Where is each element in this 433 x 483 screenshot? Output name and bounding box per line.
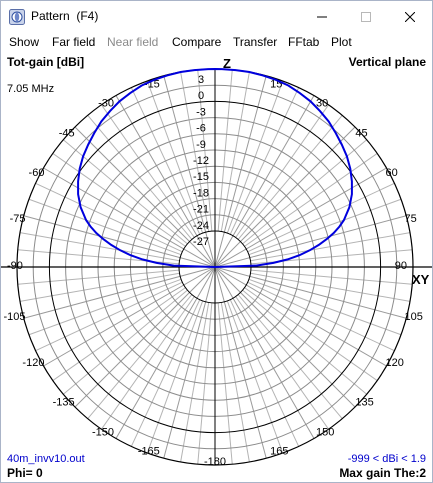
angle-label: 165 xyxy=(270,446,288,458)
angle-label: -90 xyxy=(7,260,23,272)
grid-spoke xyxy=(74,266,216,408)
grid-spoke xyxy=(214,126,356,268)
phi-label: Phi= 0 xyxy=(7,466,43,480)
angle-label: -120 xyxy=(22,357,44,369)
ring-label: -18 xyxy=(193,187,209,199)
close-button[interactable] xyxy=(388,1,432,32)
angle-label: -135 xyxy=(53,396,75,408)
grid-spoke xyxy=(163,75,216,268)
ring-label: -3 xyxy=(196,106,206,118)
angle-label: 150 xyxy=(316,427,334,439)
menu-near-field[interactable]: Near field xyxy=(107,35,159,49)
zenith-label: Z xyxy=(223,56,231,71)
angle-label: -75 xyxy=(10,213,26,225)
ring-label: -6 xyxy=(196,123,206,135)
window-title: Pattern (F4) xyxy=(31,9,99,23)
grid-spoke xyxy=(23,266,216,319)
pattern-trace xyxy=(77,67,353,268)
grid-spoke xyxy=(214,266,267,459)
grid-spoke xyxy=(214,95,315,268)
polar-grid xyxy=(1,68,432,466)
grid-spoke xyxy=(214,266,387,367)
maximize-button[interactable] xyxy=(344,1,388,32)
grid-spoke xyxy=(115,266,216,439)
ring-label: -15 xyxy=(193,171,209,183)
ring-label: 0 xyxy=(198,90,204,102)
grid-spoke xyxy=(43,266,216,367)
angle-label: -165 xyxy=(138,446,160,458)
angle-label: -105 xyxy=(3,311,25,323)
angle-label: -180 xyxy=(204,456,226,468)
grid-spoke xyxy=(74,126,216,268)
angle-label: -15 xyxy=(144,78,160,90)
polar-plot: 30-3-6-9-12-15-18-21-24-27 -15 15-30 30-45… xyxy=(1,67,432,468)
menu-plot[interactable]: Plot xyxy=(331,35,352,49)
ring-label: -12 xyxy=(193,155,209,167)
angle-label: -150 xyxy=(92,427,114,439)
ring-label: -21 xyxy=(193,204,209,216)
angle-label: 135 xyxy=(355,396,373,408)
minimize-button[interactable] xyxy=(300,1,344,32)
menu-fftab[interactable]: FFtab xyxy=(288,35,320,49)
max-gain-label: Max gain The:2 xyxy=(339,466,426,480)
angle-label: 90 xyxy=(395,260,407,272)
grid-spoke xyxy=(214,167,387,268)
angle-label: 45 xyxy=(355,128,367,140)
ring-labels: 3 0 -3 -6 -9 -12 -15 -18 -21 -24 -27 xyxy=(193,74,209,248)
grid-spoke xyxy=(43,167,216,268)
menu-far-field[interactable]: Far field xyxy=(52,35,96,49)
grid-spoke xyxy=(115,95,216,268)
grid-spoke xyxy=(214,215,407,268)
file-label: 40m_invv10.out xyxy=(7,453,85,465)
plane-label: Vertical plane xyxy=(348,55,426,69)
angle-label: 75 xyxy=(405,213,417,225)
ring-label: -24 xyxy=(193,220,209,232)
grid-spoke xyxy=(163,266,216,459)
pattern-app-icon[interactable] xyxy=(9,9,25,25)
menu-compare[interactable]: Compare xyxy=(172,35,222,49)
menu-bar: Show Far field Near field Compare Transf… xyxy=(1,32,432,52)
maximize-icon xyxy=(361,11,371,22)
menu-transfer[interactable]: Transfer xyxy=(233,35,278,49)
angle-label: 105 xyxy=(405,311,423,323)
close-icon xyxy=(405,11,415,22)
grid-spoke xyxy=(23,215,216,268)
angle-label: -30 xyxy=(98,97,114,109)
angle-label: 60 xyxy=(386,167,398,179)
ring-label: -27 xyxy=(193,236,209,248)
frequency-label: 7.05 MHz xyxy=(7,83,55,95)
horizon-label: XY xyxy=(412,272,430,287)
gain-range-label: -999 < dBi < 1.9 xyxy=(347,453,426,465)
angle-labels: -15 15-30 30-45 45-60 60-75 75-90 90-105 105-12… xyxy=(3,78,422,468)
grid-spoke xyxy=(214,266,356,408)
ring-label: -9 xyxy=(196,139,206,151)
grid-spoke xyxy=(214,266,407,319)
minimize-icon xyxy=(317,16,327,17)
grid-spoke xyxy=(214,266,315,439)
angle-label: -45 xyxy=(59,128,75,140)
angle-label: -60 xyxy=(29,167,45,179)
pattern-plot-area[interactable]: 3 0 -3 -6 -9 -12 -15 -18 -21 -24 -27 -15 15 -30 30 -45… xyxy=(1,52,432,482)
gain-type-label: Tot-gain [dBi] xyxy=(7,55,85,69)
angle-label: 120 xyxy=(386,357,404,369)
title-bar[interactable]: Pattern (F4) xyxy=(1,1,432,32)
menu-show[interactable]: Show xyxy=(9,35,40,49)
ring-label: 3 xyxy=(198,74,204,86)
angle-label: 30 xyxy=(316,97,328,109)
grid-spoke xyxy=(214,75,267,268)
